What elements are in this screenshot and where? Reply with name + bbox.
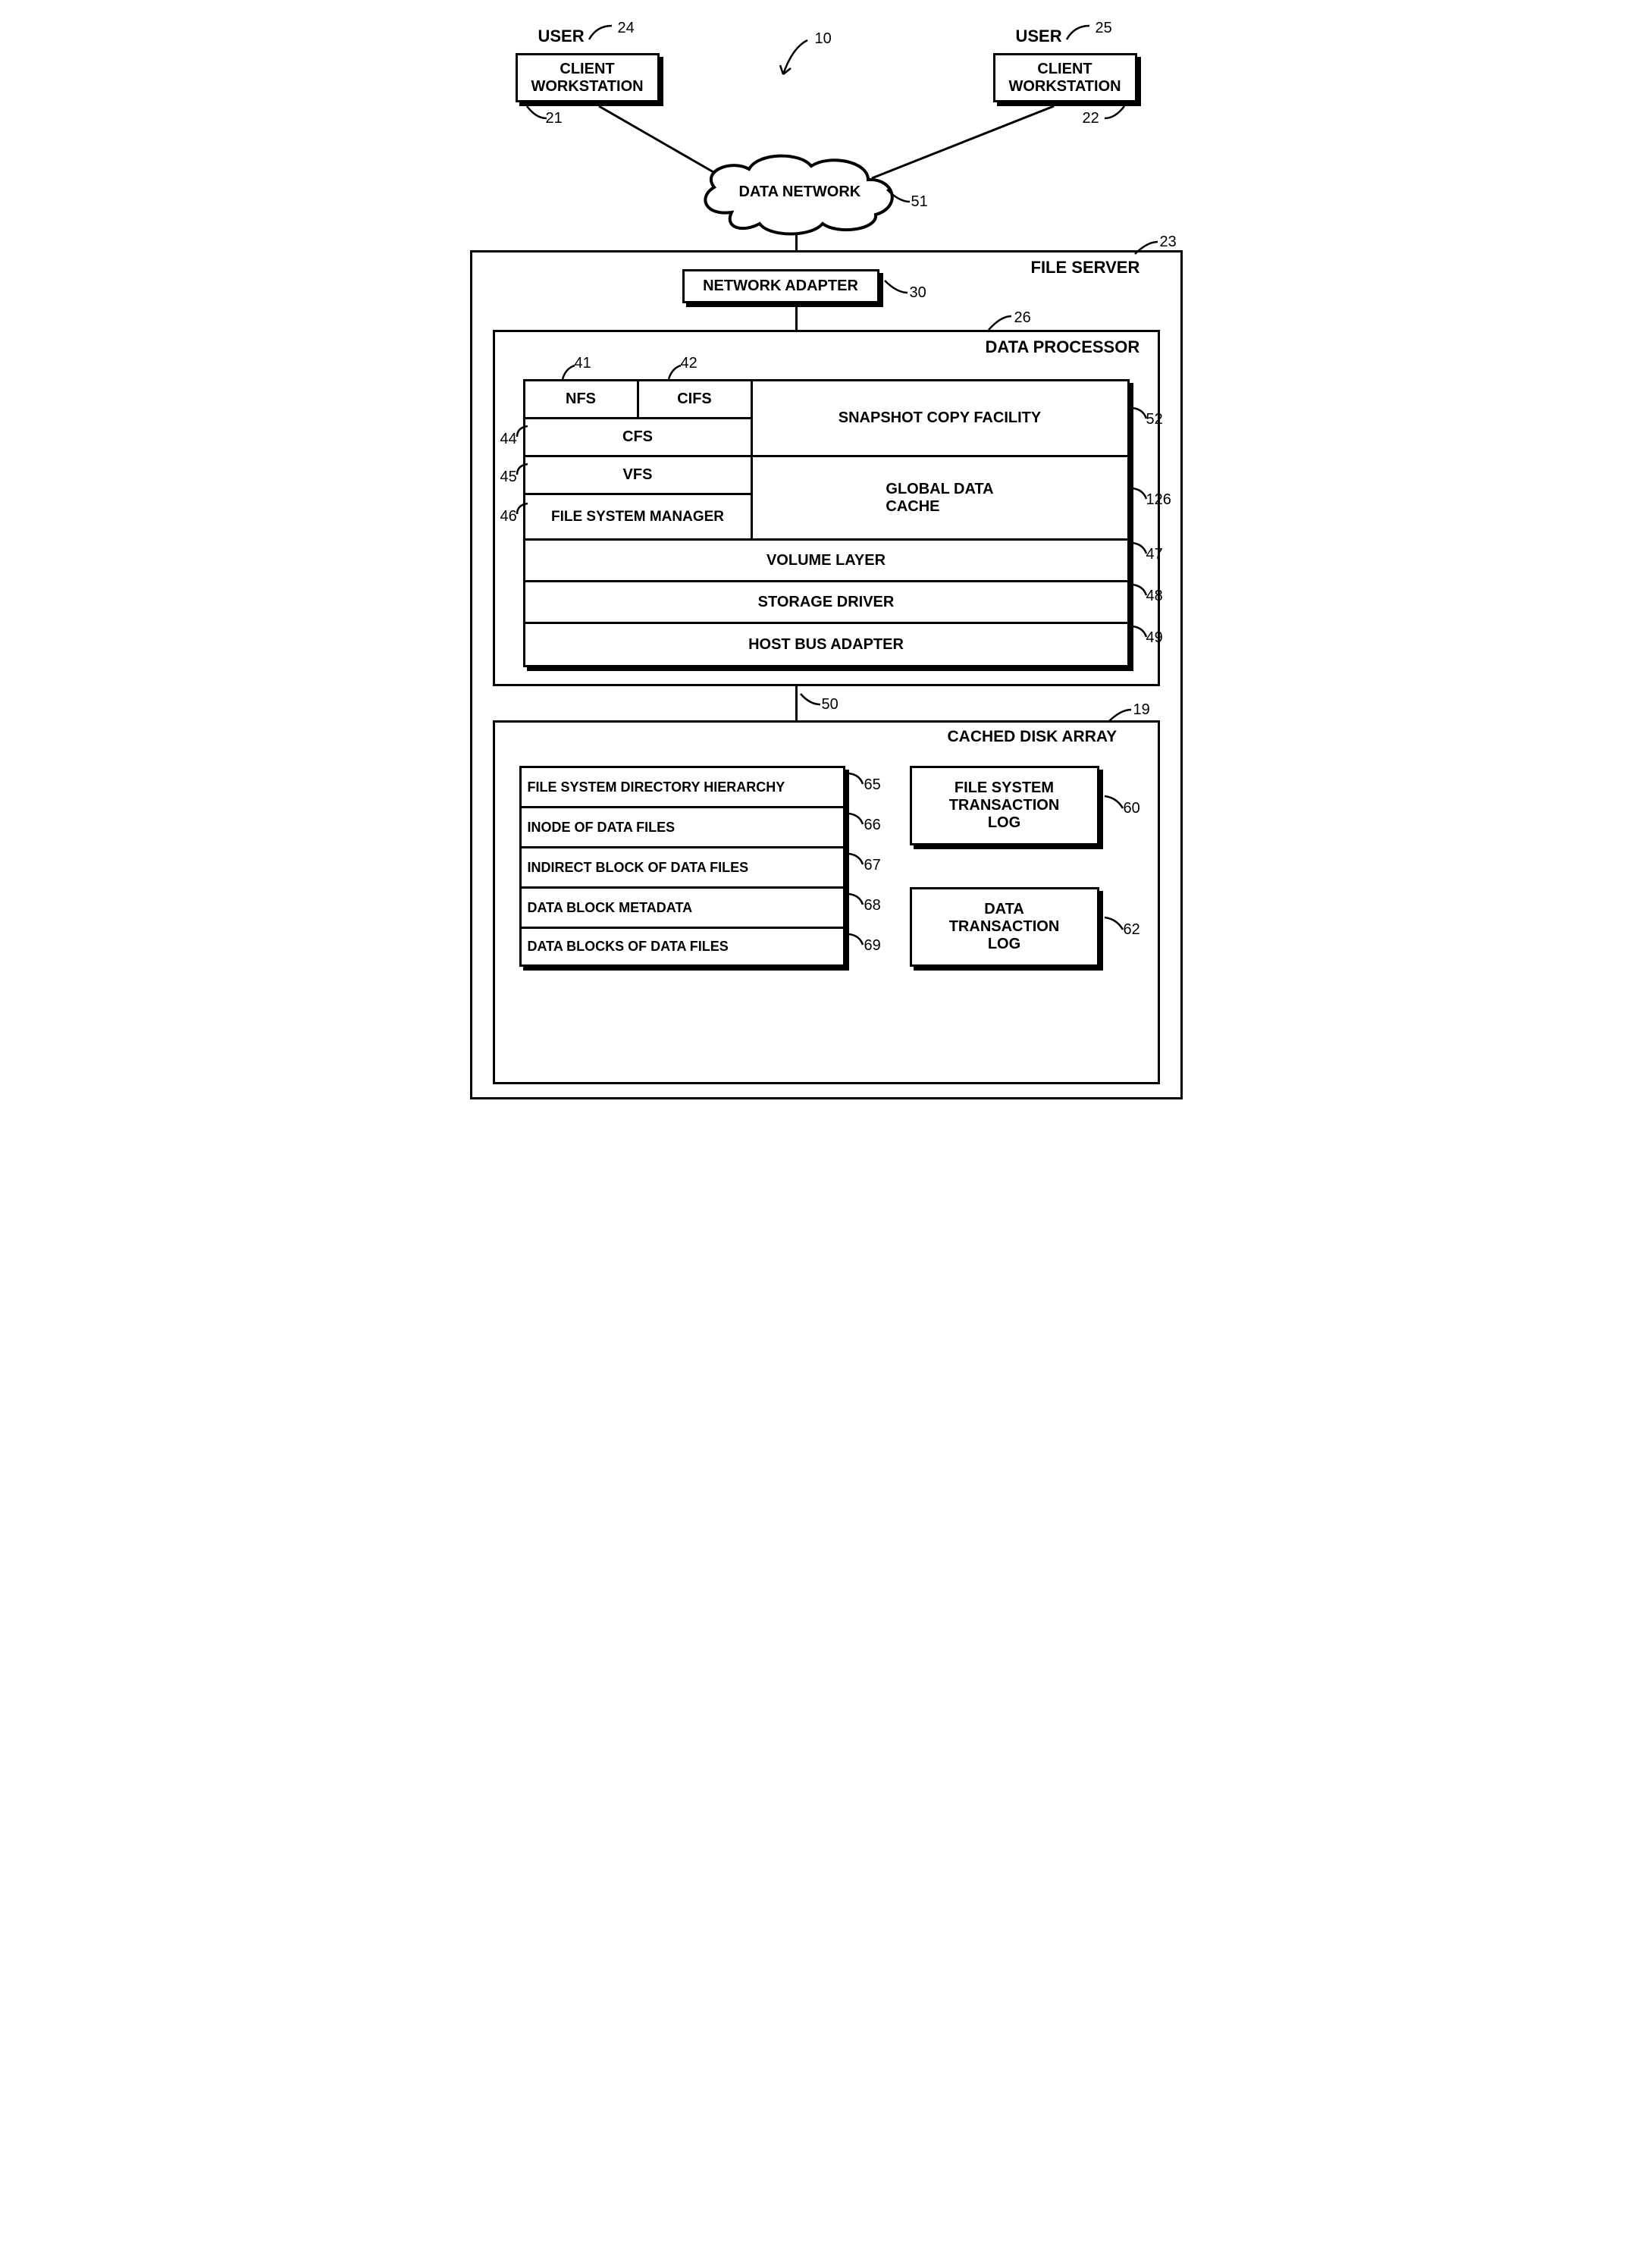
leader-69 — [848, 933, 864, 946]
data-log-box: DATA TRANSACTION LOG — [910, 887, 1099, 967]
dbm-text: DATA BLOCK METADATA — [528, 900, 693, 916]
ref-50: 50 — [822, 696, 839, 714]
cfs-cell: CFS — [525, 419, 753, 457]
ref-46: 46 — [500, 508, 517, 525]
global-cache-text: GLOBAL DATA CACHE — [886, 481, 993, 516]
ref-48: 48 — [1146, 588, 1163, 605]
fs-dir-text: FILE SYSTEM DIRECTORY HIERARCHY — [528, 779, 785, 795]
leader-126 — [1131, 487, 1148, 500]
ref-67: 67 — [864, 857, 881, 874]
ref-49: 49 — [1146, 629, 1163, 647]
nfs-text: NFS — [566, 390, 596, 408]
global-cache-cell: GLOBAL DATA CACHE — [753, 457, 1127, 541]
db-cell: DATA BLOCKS OF DATA FILES — [522, 929, 843, 964]
ref-52: 52 — [1146, 411, 1163, 428]
leader-62 — [1103, 916, 1126, 931]
ref-68: 68 — [864, 897, 881, 914]
ref-47: 47 — [1146, 546, 1163, 563]
ref-69: 69 — [864, 937, 881, 955]
inode-text: INODE OF DATA FILES — [528, 820, 676, 836]
line-adapter-proc — [795, 307, 798, 330]
indirect-text: INDIRECT BLOCK OF DATA FILES — [528, 860, 749, 876]
ref-19: 19 — [1133, 701, 1150, 719]
data-processor-label: DATA PROCESSOR — [986, 337, 1140, 357]
cached-disk-array-label: CACHED DISK ARRAY — [948, 728, 1118, 746]
fs-log-box: FILE SYSTEM TRANSACTION LOG — [910, 766, 1099, 845]
dbm-cell: DATA BLOCK METADATA — [522, 889, 843, 929]
ref-23: 23 — [1160, 234, 1177, 251]
leader-45 — [516, 463, 529, 476]
leader-68 — [848, 892, 864, 906]
leader-26 — [987, 313, 1014, 332]
leader-50 — [799, 692, 822, 707]
cifs-cell: CIFS — [639, 381, 753, 419]
proc-stack: NFS CIFS SNAPSHOT COPY FACILITY CFS VFS … — [523, 379, 1130, 667]
leader-49 — [1131, 625, 1148, 638]
ref-126: 126 — [1146, 491, 1171, 509]
ref-66: 66 — [864, 817, 881, 834]
data-network-label: DATA NETWORK — [739, 183, 861, 201]
cfs-text: CFS — [622, 428, 653, 446]
storage-text: STORAGE DRIVER — [758, 594, 895, 611]
disk-left-stack: FILE SYSTEM DIRECTORY HIERARCHY INODE OF… — [519, 766, 845, 967]
hba-cell: HOST BUS ADAPTER — [525, 624, 1127, 665]
ref-60: 60 — [1124, 800, 1140, 817]
snapshot-text: SNAPSHOT COPY FACILITY — [839, 409, 1041, 427]
inode-cell: INODE OF DATA FILES — [522, 808, 843, 848]
volume-cell: VOLUME LAYER — [525, 541, 1127, 582]
vfs-text: VFS — [623, 466, 653, 484]
network-adapter-text: NETWORK ADAPTER — [703, 278, 858, 295]
volume-text: VOLUME LAYER — [766, 552, 886, 569]
ref-51: 51 — [911, 193, 928, 211]
indirect-cell: INDIRECT BLOCK OF DATA FILES — [522, 848, 843, 889]
ref-30: 30 — [910, 284, 926, 302]
ref-44: 44 — [500, 431, 517, 448]
leader-48 — [1131, 583, 1148, 597]
ref-62: 62 — [1124, 921, 1140, 939]
network-adapter-box: NETWORK ADAPTER — [682, 269, 879, 303]
vfs-cell: VFS — [525, 457, 753, 495]
leader-44 — [516, 425, 529, 438]
leader-19 — [1107, 707, 1133, 723]
leader-51 — [886, 188, 912, 205]
leader-66 — [848, 812, 864, 826]
ref-26: 26 — [1014, 309, 1031, 327]
db-text: DATA BLOCKS OF DATA FILES — [528, 939, 729, 955]
leader-41 — [561, 364, 578, 381]
leader-23 — [1133, 239, 1160, 256]
leader-46 — [516, 502, 529, 516]
fsm-cell: FILE SYSTEM MANAGER — [525, 495, 753, 541]
ref-65: 65 — [864, 776, 881, 794]
hba-text: HOST BUS ADAPTER — [748, 636, 904, 654]
cifs-text: CIFS — [677, 390, 712, 408]
fs-dir-cell: FILE SYSTEM DIRECTORY HIERARCHY — [522, 768, 843, 808]
file-server-label: FILE SERVER — [1031, 258, 1140, 278]
diagram-canvas: USER 24 USER 25 CLIENT WORKSTATION 21 CL… — [425, 15, 1228, 1115]
storage-cell: STORAGE DRIVER — [525, 582, 1127, 624]
ref-45: 45 — [500, 469, 517, 486]
fs-log-text: FILE SYSTEM TRANSACTION LOG — [949, 779, 1060, 832]
leader-42 — [667, 364, 684, 381]
leader-67 — [848, 852, 864, 866]
line-proc-disk — [795, 686, 798, 720]
nfs-cell: NFS — [525, 381, 639, 419]
leader-65 — [848, 772, 864, 786]
leader-47 — [1131, 541, 1148, 555]
data-log-text: DATA TRANSACTION LOG — [949, 901, 1060, 953]
leader-52 — [1131, 406, 1148, 420]
leader-30 — [883, 279, 910, 296]
leader-60 — [1103, 795, 1126, 810]
fsm-text: FILE SYSTEM MANAGER — [551, 509, 724, 525]
snapshot-cell: SNAPSHOT COPY FACILITY — [753, 381, 1127, 457]
